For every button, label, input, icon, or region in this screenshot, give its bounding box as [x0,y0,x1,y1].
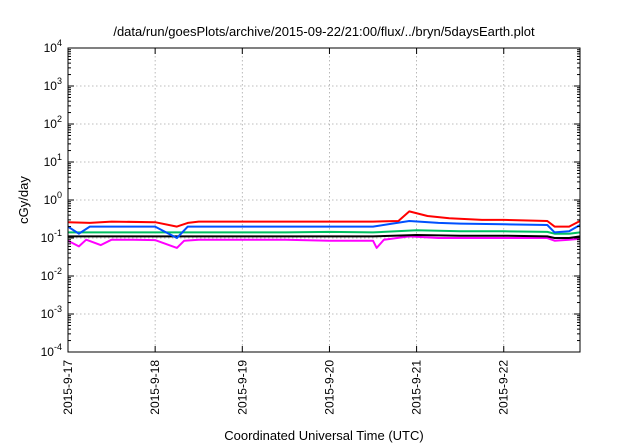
x-tick-label: 2015-9-17 [61,360,75,415]
y-tick-label: 10-1 [41,228,62,245]
chart-title: /data/run/goesPlots/archive/2015-09-22/2… [113,24,535,39]
y-tick-label: 103 [44,76,62,93]
series-line-1 [67,235,581,249]
series-line-4 [67,220,581,239]
y-tick-label: 104 [44,38,62,55]
series-line-5 [67,210,581,228]
y-axis: 10-4 10-3 10-2 10-1 100 101 102 103 104 [41,38,580,359]
x-tick-label: 2015-9-19 [235,360,249,415]
y-tick-label: 10-3 [41,304,62,321]
grid [68,48,580,352]
x-tick-label: 2015-9-21 [410,360,424,415]
y-tick-label: 102 [44,114,62,131]
y-axis-label: cGy/day [16,176,31,224]
y-tick-label: 100 [44,190,62,207]
x-axis-label: Coordinated Universal Time (UTC) [224,428,423,443]
series-line-2 [68,234,581,239]
series-lines [67,210,581,249]
y-tick-label: 10-2 [41,266,62,283]
y-tick-label: 10-4 [41,342,62,359]
x-tick-label: 2015-9-22 [497,360,511,415]
x-tick-label: 2015-9-18 [148,360,162,415]
y-tick-label: 101 [44,152,62,169]
series-line-3 [68,229,581,235]
x-tick-label: 2015-9-20 [322,360,336,415]
x-axis: 2015-9-17 2015-9-18 2015-9-19 2015-9-20 2015… [61,48,511,415]
